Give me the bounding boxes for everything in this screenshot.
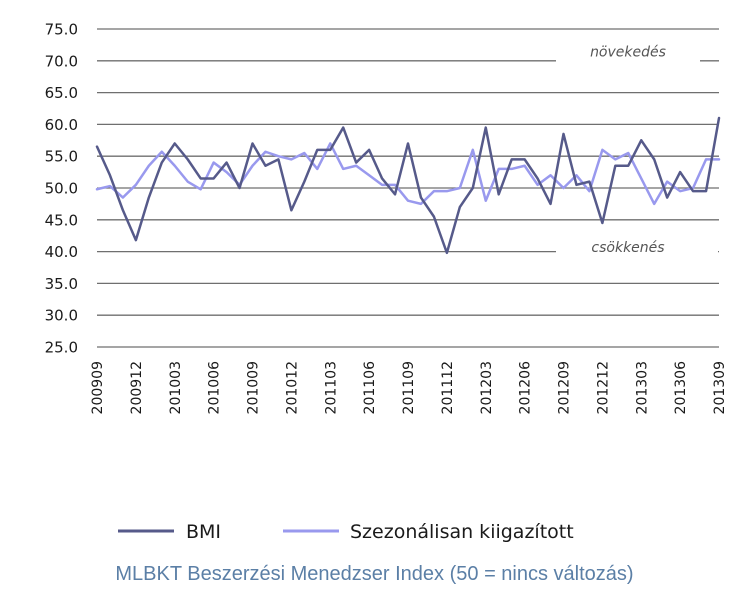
y-tick-label: 55.0 [45,148,78,166]
x-tick-label: 201106 [362,361,378,415]
series-line-bmi [95,116,721,255]
gridlines [97,28,719,348]
x-axis-ticks: 200909 200912 201003 201006 201009 201012 2011… [90,361,728,415]
annotation-label: növekedés [590,44,666,60]
y-tick-label: 50.0 [45,180,78,198]
x-tick-label: 201203 [479,361,495,414]
y-tick-label: 30.0 [45,307,78,325]
x-tick-label: 201212 [595,361,611,414]
x-tick-label: 201309 [712,361,728,414]
legend: BMI Szezonálisan kiigazított [118,521,574,543]
y-tick-label: 70.0 [45,52,78,70]
series-lines [95,116,721,255]
x-tick-label: 201003 [168,361,184,414]
legend-label: Szezonálisan kiigazított [350,521,574,543]
x-tick-label: 200909 [90,361,106,414]
x-tick-label: 201206 [518,361,534,415]
annotation-label: csökkenés [591,240,664,256]
y-tick-label: 60.0 [45,116,78,134]
x-tick-label: 201006 [207,361,223,415]
y-tick-label: 65.0 [45,84,78,102]
chart-caption: MLBKT Beszerzési Menedzser Index (50 = n… [115,563,634,585]
y-tick-label: 25.0 [45,339,78,357]
x-tick-label: 201109 [401,361,417,414]
annotations: növekedés csökkenés [556,39,718,260]
y-axis-ticks: 25.0 30.0 35.0 40.0 45.0 50.0 55.0 60.0 65.0 70.0… [45,21,78,357]
annotation-box [556,39,700,64]
y-tick-label: 75.0 [45,21,78,39]
line-chart: 25.0 30.0 35.0 40.0 45.0 50.0 55.0 60.0 65.0 70.0… [45,21,728,544]
y-tick-label: 40.0 [45,243,78,261]
x-tick-label: 200912 [129,361,145,414]
y-tick-label: 35.0 [45,275,78,293]
annotation-box [556,235,718,260]
x-tick-label: 201012 [284,361,300,414]
series-line-seasonally-adjusted [95,142,721,206]
y-tick-label: 45.0 [45,211,78,229]
x-tick-label: 201209 [557,361,573,414]
x-tick-label: 201009 [246,361,262,414]
x-tick-label: 201112 [440,361,456,414]
x-tick-label: 201103 [323,361,339,414]
legend-label: BMI [186,521,221,543]
x-tick-label: 201306 [673,361,689,415]
x-tick-label: 201303 [634,361,650,414]
